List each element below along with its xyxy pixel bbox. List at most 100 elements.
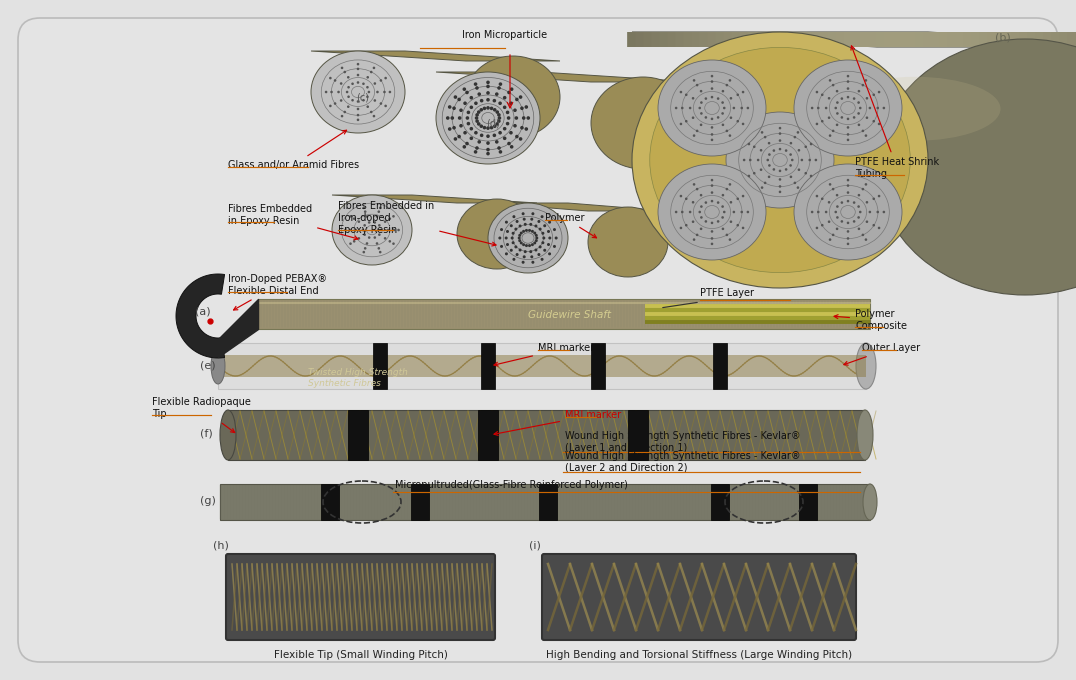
Circle shape (711, 243, 713, 245)
Circle shape (362, 228, 365, 231)
Circle shape (486, 106, 490, 109)
Circle shape (469, 127, 473, 131)
Polygon shape (632, 32, 1076, 47)
Circle shape (452, 126, 456, 130)
Ellipse shape (332, 195, 412, 265)
Circle shape (816, 122, 818, 125)
Circle shape (378, 210, 380, 213)
Circle shape (367, 105, 369, 108)
Circle shape (779, 185, 781, 188)
Circle shape (341, 67, 343, 69)
Circle shape (853, 116, 855, 119)
Circle shape (773, 150, 775, 152)
Circle shape (497, 113, 500, 117)
Circle shape (475, 101, 478, 105)
Circle shape (835, 107, 837, 109)
Circle shape (473, 82, 478, 86)
Circle shape (878, 226, 880, 229)
Circle shape (779, 133, 781, 135)
Circle shape (480, 108, 483, 112)
Circle shape (797, 169, 801, 171)
Circle shape (502, 137, 507, 140)
Circle shape (363, 82, 365, 85)
Text: Fibres Embedded in
Iron-doped
Epoxy Resin: Fibres Embedded in Iron-doped Epoxy Resi… (338, 201, 496, 246)
Circle shape (353, 218, 355, 220)
Circle shape (717, 201, 720, 204)
Circle shape (483, 107, 486, 110)
Circle shape (495, 92, 498, 96)
Circle shape (448, 127, 452, 131)
Circle shape (520, 126, 524, 130)
Circle shape (366, 95, 369, 98)
Circle shape (689, 107, 692, 109)
Circle shape (711, 80, 713, 83)
Circle shape (827, 201, 831, 203)
Polygon shape (711, 484, 730, 520)
Circle shape (797, 149, 801, 152)
Circle shape (511, 241, 514, 244)
Circle shape (862, 188, 864, 190)
Circle shape (379, 251, 382, 254)
Circle shape (539, 228, 541, 231)
Circle shape (541, 241, 544, 244)
Circle shape (454, 95, 457, 99)
Circle shape (779, 126, 781, 129)
Circle shape (553, 228, 556, 231)
Circle shape (509, 101, 513, 105)
Circle shape (722, 124, 724, 126)
Text: (h): (h) (213, 540, 229, 550)
Circle shape (808, 158, 811, 161)
Circle shape (840, 97, 844, 100)
Circle shape (784, 168, 788, 171)
Text: (i): (i) (529, 540, 541, 550)
Circle shape (730, 97, 733, 99)
Circle shape (742, 158, 746, 161)
Circle shape (486, 148, 490, 152)
FancyBboxPatch shape (18, 18, 1058, 662)
Circle shape (741, 90, 745, 93)
Circle shape (784, 150, 788, 152)
Circle shape (353, 240, 355, 243)
Circle shape (476, 86, 479, 90)
Circle shape (882, 107, 886, 109)
Circle shape (502, 127, 507, 131)
Ellipse shape (311, 51, 405, 133)
Circle shape (840, 220, 844, 223)
Circle shape (524, 105, 528, 109)
Circle shape (882, 211, 886, 214)
Circle shape (699, 194, 703, 197)
Circle shape (530, 255, 534, 258)
Circle shape (853, 220, 855, 223)
Circle shape (463, 145, 466, 149)
Circle shape (467, 111, 470, 114)
Circle shape (368, 221, 370, 224)
Polygon shape (628, 410, 648, 460)
Circle shape (380, 102, 382, 105)
Circle shape (847, 237, 849, 240)
Circle shape (711, 237, 713, 240)
Circle shape (827, 220, 831, 223)
Circle shape (548, 221, 551, 224)
Circle shape (698, 107, 702, 109)
Ellipse shape (591, 77, 695, 169)
Circle shape (693, 238, 695, 241)
Circle shape (877, 211, 879, 214)
Circle shape (736, 224, 739, 226)
Circle shape (519, 224, 522, 228)
Circle shape (862, 234, 864, 236)
Ellipse shape (457, 199, 537, 269)
Circle shape (364, 210, 367, 213)
Ellipse shape (863, 484, 877, 520)
Circle shape (878, 194, 880, 197)
Circle shape (530, 218, 534, 221)
Circle shape (768, 142, 770, 144)
Circle shape (378, 233, 381, 236)
Circle shape (346, 76, 350, 79)
Circle shape (510, 88, 513, 91)
Circle shape (858, 228, 860, 230)
Circle shape (486, 84, 490, 88)
Circle shape (805, 146, 807, 148)
Ellipse shape (211, 348, 225, 384)
Circle shape (764, 182, 766, 184)
Circle shape (357, 100, 359, 103)
